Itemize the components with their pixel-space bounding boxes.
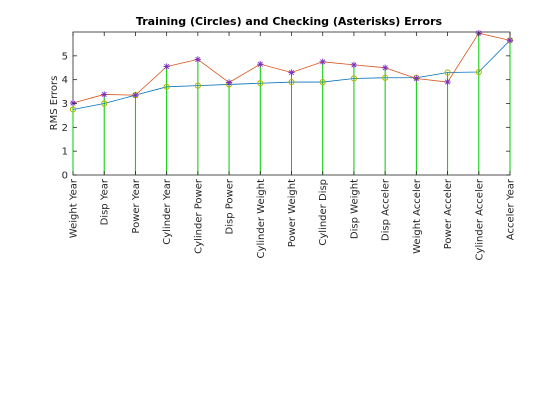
checking-point-10: [350, 61, 358, 69]
checking-point-3: [132, 91, 139, 99]
x-axis: Weight Year Disp Year Power Year Cylinder Y…: [69, 32, 517, 260]
training-point-13: [444, 69, 451, 76]
chart-title: Training (Circles) and Checking (Asteris…: [136, 15, 443, 28]
x-tick-label: Cylinder Disp: [318, 179, 329, 246]
x-tick-label: Disp Weight: [349, 179, 360, 239]
training-point-4: [163, 83, 170, 90]
training-point-10: [350, 75, 358, 82]
checking-point-2: [101, 91, 108, 98]
x-tick-label: Cylinder Year: [162, 178, 173, 245]
x-tick-label: Cylinder Weight: [256, 179, 267, 259]
checking-point-9: [319, 58, 326, 65]
y-axis-label: RMS Errors: [49, 76, 60, 131]
checking-point-12: [413, 75, 420, 82]
x-tick-label: Cylinder Power: [193, 178, 204, 254]
x-tick-label: Disp Power: [225, 178, 236, 234]
training-point-9: [319, 78, 326, 86]
x-tick-label: Power Weight: [287, 179, 298, 247]
x-tick-label: Power Year: [131, 178, 142, 233]
checking-point-5: [194, 56, 202, 63]
y-tick-label: 3: [62, 99, 68, 110]
training-point-14: [475, 68, 482, 76]
x-tick-label: Weight Year: [69, 178, 80, 238]
checking-point-8: [288, 69, 295, 76]
training-point-1: [69, 106, 77, 113]
training-point-7: [257, 80, 264, 87]
y-tick-label: 1: [62, 147, 68, 158]
training-point-11: [382, 74, 389, 81]
y-tick-label: 5: [62, 51, 68, 62]
x-tick-label: Disp Year: [100, 178, 111, 225]
training-point-8: [288, 78, 295, 86]
training-point-2: [101, 100, 108, 107]
x-tick-label: Weight Acceler: [412, 178, 423, 254]
y-tick-label: 2: [62, 123, 68, 134]
training-point-5: [194, 82, 201, 89]
stem-lines: [72, 33, 511, 175]
checking-point-7: [257, 60, 264, 68]
y-axis: 0 1 2 3 4 5: [62, 51, 510, 182]
checking-point-11: [381, 64, 389, 71]
x-tick-label: Acceler Year: [506, 178, 517, 240]
x-tick-label: Cylinder Acceler: [474, 178, 485, 260]
checking-point-13: [444, 78, 451, 86]
y-tick-label: 0: [62, 171, 68, 182]
checking-point-15: [506, 37, 514, 44]
checking-point-1: [69, 99, 77, 107]
checking-point-4: [163, 63, 170, 70]
y-tick-label: 4: [62, 75, 68, 86]
checking-point-6: [225, 79, 233, 86]
training-error-line: [72, 40, 511, 110]
x-tick-label: Disp Acceler: [381, 178, 392, 241]
x-tick-label: Power Acceler: [443, 178, 454, 249]
